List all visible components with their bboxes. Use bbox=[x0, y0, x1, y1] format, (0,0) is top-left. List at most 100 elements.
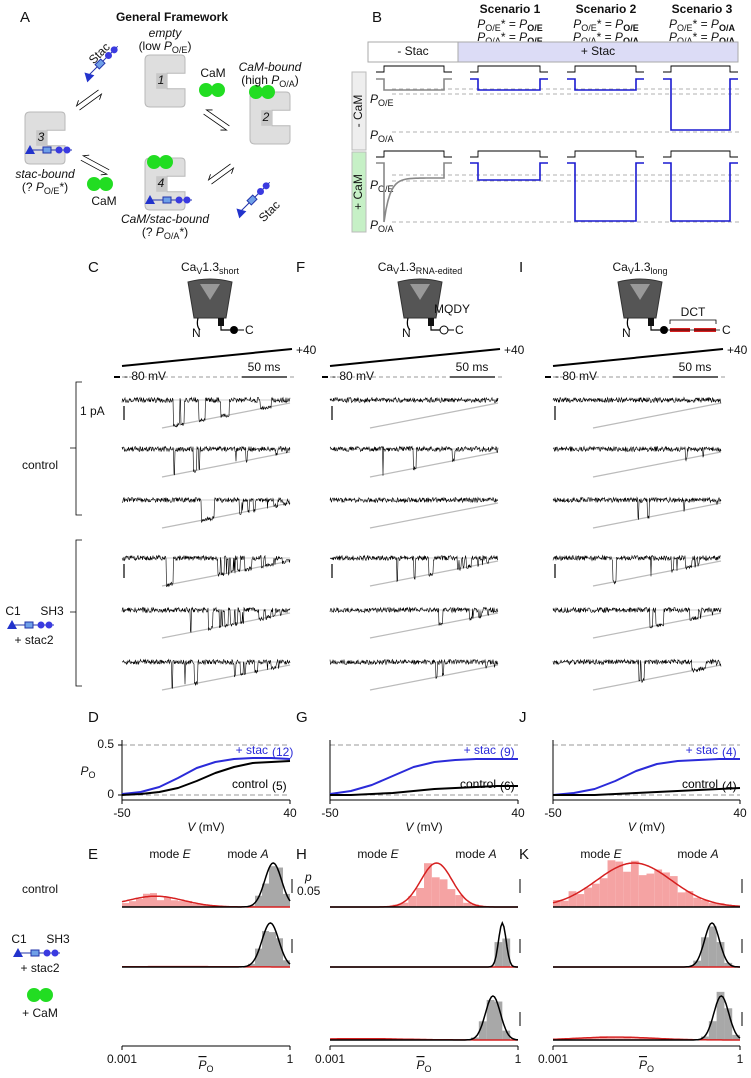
histogram-bar bbox=[584, 887, 592, 907]
legend-count: (5) bbox=[272, 779, 287, 793]
text-part: P bbox=[198, 1058, 206, 1072]
histogram-bar bbox=[716, 903, 725, 907]
domain-label: C1 bbox=[5, 604, 21, 618]
histogram-bar bbox=[553, 900, 561, 907]
mode-a-fit bbox=[553, 922, 741, 968]
domain-label: SH3 bbox=[46, 932, 70, 946]
text-part: P bbox=[370, 178, 378, 192]
mode-a-fit bbox=[553, 995, 741, 1041]
text-part: P bbox=[573, 30, 581, 44]
text-part: V bbox=[187, 820, 196, 834]
mode-label: mode E bbox=[357, 847, 399, 861]
text-part: O/A bbox=[719, 36, 736, 46]
histogram-bar bbox=[716, 942, 725, 967]
text-part: 0.001 bbox=[107, 1052, 137, 1066]
stimulus bbox=[567, 65, 644, 73]
ci-region bbox=[648, 318, 654, 326]
text-part: mode bbox=[677, 847, 710, 861]
terminus-label: N bbox=[402, 326, 411, 340]
text-part: O/E bbox=[581, 23, 597, 33]
stac-sh3 bbox=[55, 146, 63, 154]
text-part: CaM-bound bbox=[239, 60, 302, 74]
stac-box bbox=[30, 949, 40, 957]
text-part: - 80 mV bbox=[332, 369, 374, 383]
mode-label: mode A bbox=[455, 847, 496, 861]
panel-label: C bbox=[88, 259, 99, 276]
text-part: 50 ms bbox=[248, 360, 281, 374]
ramp-end-label: +40 bbox=[727, 343, 748, 357]
text-part: *) bbox=[59, 180, 68, 194]
fit-curve bbox=[329, 758, 518, 795]
histogram-bar bbox=[269, 932, 276, 967]
text-part: * = bbox=[501, 17, 519, 31]
histogram-bar bbox=[693, 897, 702, 907]
channel-core bbox=[156, 73, 167, 89]
state-number: 2 bbox=[262, 110, 270, 124]
text-part: 0.001 bbox=[538, 1052, 568, 1066]
text-part: P bbox=[573, 17, 581, 31]
text-part: J bbox=[519, 709, 527, 726]
x-tick-label: 1 bbox=[515, 1052, 522, 1066]
stac-sh3 bbox=[45, 621, 53, 629]
single-channel-trace bbox=[121, 658, 291, 689]
single-channel-trace bbox=[329, 396, 499, 404]
domain-label: C1 bbox=[11, 932, 27, 946]
mode-a-fit bbox=[330, 995, 519, 1041]
histogram-bar bbox=[615, 1038, 624, 1040]
x-tick-label: -50 bbox=[544, 806, 562, 820]
text-part: 40 bbox=[283, 806, 297, 820]
condition-label: + CaM bbox=[351, 174, 365, 210]
stac-sh3 bbox=[110, 46, 118, 54]
text-part: (? bbox=[142, 225, 156, 239]
equilibrium-arrow bbox=[203, 113, 228, 131]
stac-box bbox=[162, 196, 172, 204]
histogram-bar bbox=[502, 1030, 511, 1040]
scenario-equation: PO/A* = PO/A bbox=[573, 30, 639, 46]
x-tick-label: 1 bbox=[737, 1052, 744, 1066]
ci-region bbox=[428, 318, 434, 326]
equilibrium-arrow bbox=[211, 166, 235, 185]
text-part: O/E bbox=[378, 184, 394, 194]
text-part: control bbox=[232, 777, 268, 791]
histogram-bar bbox=[630, 860, 639, 907]
channel-name: CaV1.3short bbox=[181, 260, 240, 276]
histogram-bar bbox=[607, 860, 616, 907]
time-scale-label: 50 ms bbox=[456, 360, 489, 374]
open-level bbox=[592, 502, 722, 529]
mode-a-fit bbox=[330, 921, 518, 968]
histogram-bar bbox=[502, 938, 511, 967]
text-part: MQDY bbox=[434, 302, 470, 316]
histogram-bar bbox=[591, 883, 600, 907]
text-part: (4) bbox=[722, 779, 737, 793]
text-part: G bbox=[296, 709, 308, 726]
cam bbox=[99, 177, 113, 191]
histogram-bar bbox=[276, 867, 283, 907]
stac-box bbox=[94, 58, 106, 70]
text-part: P bbox=[80, 764, 88, 778]
text-part: RNA-edited bbox=[416, 266, 463, 276]
text-part: * = bbox=[693, 30, 711, 44]
stac-sh3 bbox=[257, 187, 265, 195]
text-part: (mV) bbox=[413, 820, 442, 834]
single-channel-trace bbox=[329, 658, 499, 679]
terminus-label: C bbox=[722, 323, 731, 337]
histogram-bar bbox=[150, 893, 157, 907]
stac-box bbox=[246, 194, 258, 206]
histogram-bar bbox=[262, 883, 269, 907]
stac-box bbox=[24, 621, 34, 629]
histogram-bar bbox=[447, 889, 456, 907]
text-part: 1 bbox=[287, 1052, 294, 1066]
n-tail bbox=[196, 317, 201, 331]
text-part: P bbox=[36, 180, 44, 194]
stac-box bbox=[42, 146, 52, 154]
text-part: A bbox=[488, 847, 497, 861]
mode-label: mode A bbox=[677, 847, 718, 861]
current-trace bbox=[567, 78, 644, 91]
text-part: A bbox=[710, 847, 719, 861]
text-part: Scenario 2 bbox=[576, 2, 637, 16]
level-label: PO/E bbox=[370, 92, 394, 108]
stac bbox=[236, 181, 271, 219]
histogram-bar bbox=[599, 878, 608, 907]
holding-label: - 80 mV bbox=[555, 369, 597, 383]
text-part: Stac bbox=[86, 40, 113, 67]
